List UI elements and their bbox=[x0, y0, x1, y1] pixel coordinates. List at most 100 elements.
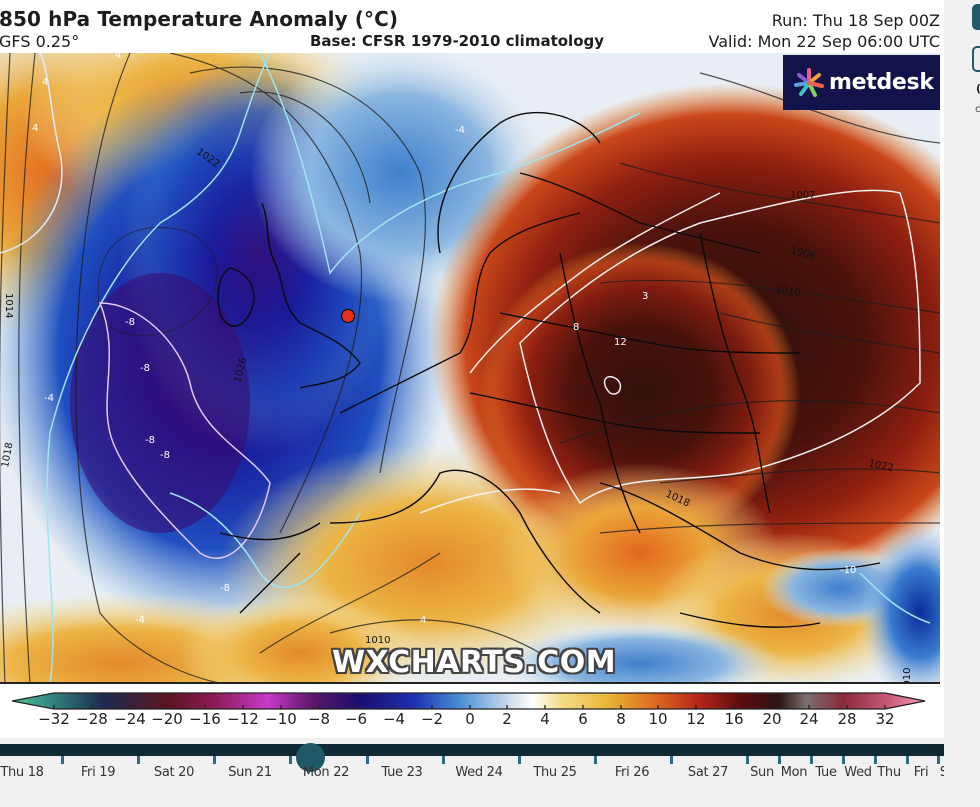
svg-text:-8: -8 bbox=[145, 435, 155, 446]
timeline-slider-thumb[interactable] bbox=[296, 743, 325, 772]
colorbar-tick: 8 bbox=[616, 710, 626, 728]
timeline-tick bbox=[778, 756, 781, 764]
colorbar-tick: 20 bbox=[762, 710, 782, 728]
svg-text:8: 8 bbox=[573, 322, 579, 333]
svg-text:-8: -8 bbox=[160, 450, 170, 461]
colorbar-tick: 6 bbox=[578, 710, 588, 728]
colorbar-tick: 32 bbox=[875, 710, 895, 728]
right-side-panel: ( c bbox=[944, 0, 980, 807]
colorbar-tick: −8 bbox=[307, 710, 331, 728]
svg-text:1010: 1010 bbox=[902, 668, 913, 684]
colorbar-tick: 28 bbox=[837, 710, 857, 728]
timeline-day-fri-19[interactable]: Fri 19 bbox=[80, 765, 116, 780]
timeline-tick bbox=[937, 756, 940, 764]
timeline-tick bbox=[61, 756, 64, 764]
svg-text:1018: 1018 bbox=[0, 442, 15, 469]
colorbar-tick: −6 bbox=[344, 710, 368, 728]
metdesk-logo[interactable]: metdesk bbox=[783, 55, 940, 110]
timeline-tick bbox=[906, 756, 909, 764]
metdesk-starburst-icon bbox=[794, 67, 824, 97]
svg-text:1010: 1010 bbox=[775, 285, 802, 299]
timeline-tick bbox=[442, 756, 445, 764]
temperature-colorbar bbox=[12, 692, 926, 710]
panel-button-primary[interactable] bbox=[972, 4, 980, 30]
colorbar-tick: −4 bbox=[382, 710, 406, 728]
colorbar-tick-labels: −32 −28 −24 −20 −16 −12 −10 −8 −6 −4 −2 … bbox=[0, 710, 944, 730]
timeline-day-thu[interactable]: Thu bbox=[877, 765, 901, 780]
timeline-day-wed[interactable]: Wed bbox=[844, 765, 872, 780]
colorbar-tick: −24 bbox=[114, 710, 146, 728]
colorbar-tick: 10 bbox=[648, 710, 668, 728]
timeline-day-thu-25[interactable]: Thu 25 bbox=[533, 765, 577, 780]
svg-text:-8: -8 bbox=[125, 317, 135, 328]
model-label: GFS 0.25° bbox=[0, 32, 80, 51]
timeline-tick bbox=[137, 756, 140, 764]
weather-map[interactable]: 1022 1014 1018 1026 1006 1010 1022 1018 … bbox=[0, 53, 940, 684]
colorbar-tick: 12 bbox=[686, 710, 706, 728]
svg-text:4: 4 bbox=[420, 615, 426, 626]
colorbar-tick: −2 bbox=[420, 710, 444, 728]
panel-text-1: ( bbox=[976, 82, 980, 95]
svg-text:1007: 1007 bbox=[790, 190, 815, 201]
timeline-day-fri-26[interactable]: Fri 26 bbox=[614, 765, 650, 780]
timeline-tick bbox=[670, 756, 673, 764]
timeline-tick bbox=[874, 756, 877, 764]
colorbar-tick: 16 bbox=[724, 710, 744, 728]
colorbar-tick: 4 bbox=[540, 710, 550, 728]
colorbar-tick: −32 bbox=[38, 710, 70, 728]
timeline-tick bbox=[289, 756, 292, 764]
svg-text:1022: 1022 bbox=[867, 458, 894, 474]
timeline-day-mon[interactable]: Mon bbox=[780, 765, 808, 780]
base-climatology-label: Base: CFSR 1979-2010 climatology bbox=[310, 32, 605, 50]
svg-text:4: 4 bbox=[32, 123, 38, 134]
svg-text:4: 4 bbox=[42, 77, 48, 88]
svg-text:-10: -10 bbox=[840, 565, 856, 576]
svg-text:12: 12 bbox=[614, 337, 627, 348]
chart-title: 850 hPa Temperature Anomaly (°C) bbox=[0, 7, 399, 31]
svg-text:1014: 1014 bbox=[3, 293, 14, 318]
timeline-day-tue[interactable]: Tue bbox=[815, 765, 837, 780]
timeline-day-sat-27[interactable]: Sat 27 bbox=[687, 765, 729, 780]
timeline-day-sun[interactable]: Sun bbox=[750, 765, 774, 780]
metdesk-logo-text: metdesk bbox=[829, 70, 934, 95]
wxcharts-watermark: WXCHARTS.COM bbox=[332, 645, 617, 680]
svg-text:-4: -4 bbox=[455, 125, 465, 136]
forecast-timeline[interactable]: Thu 18 Fri 19 Sat 20 Sun 21 Mon 22 Tue 2… bbox=[0, 738, 961, 807]
colorbar-tick: 0 bbox=[465, 710, 475, 728]
svg-text:4: 4 bbox=[115, 53, 121, 61]
chart-panel: 850 hPa Temperature Anomaly (°C) GFS 0.2… bbox=[0, 0, 944, 738]
timeline-tick bbox=[366, 756, 369, 764]
colorbar-tick: 2 bbox=[502, 710, 512, 728]
svg-text:3: 3 bbox=[642, 291, 648, 302]
timeline-day-mon-22[interactable]: Mon 22 bbox=[302, 765, 350, 780]
svg-text:-8: -8 bbox=[220, 583, 230, 594]
svg-text:-8: -8 bbox=[140, 363, 150, 374]
timeline-day-tue-23[interactable]: Tue 23 bbox=[381, 765, 423, 780]
timeline-day-wed-24[interactable]: Wed 24 bbox=[455, 765, 503, 780]
run-time-label: Run: Thu 18 Sep 00Z bbox=[771, 11, 940, 30]
location-marker-icon[interactable] bbox=[340, 308, 356, 324]
timeline-tick bbox=[842, 756, 845, 764]
colorbar-tick: 24 bbox=[799, 710, 819, 728]
timeline-day-sat-20[interactable]: Sat 20 bbox=[153, 765, 195, 780]
panel-text-2: c bbox=[975, 104, 980, 115]
colorbar-tick: −12 bbox=[227, 710, 259, 728]
svg-text:1010: 1010 bbox=[365, 635, 390, 646]
svg-text:-4: -4 bbox=[44, 393, 54, 404]
timeline-track[interactable] bbox=[0, 743, 955, 772]
valid-time-label: Valid: Mon 22 Sep 06:00 UTC bbox=[708, 32, 940, 51]
timeline-day-thu-18[interactable]: Thu 18 bbox=[0, 765, 44, 780]
timeline-day-fri[interactable]: Fri bbox=[913, 765, 929, 780]
colorbar-tick: −16 bbox=[189, 710, 221, 728]
timeline-tick bbox=[213, 756, 216, 764]
colorbar-tick: −20 bbox=[151, 710, 183, 728]
timeline-day-sun-21[interactable]: Sun 21 bbox=[228, 765, 272, 780]
svg-text:-4: -4 bbox=[135, 615, 145, 626]
colorbar-tick: −28 bbox=[76, 710, 108, 728]
timeline-tick bbox=[810, 756, 813, 764]
timeline-tick bbox=[594, 756, 597, 764]
timeline-tick bbox=[518, 756, 521, 764]
panel-button-secondary[interactable] bbox=[972, 46, 980, 72]
colorbar-tick: −10 bbox=[265, 710, 297, 728]
timeline-tick bbox=[746, 756, 749, 764]
